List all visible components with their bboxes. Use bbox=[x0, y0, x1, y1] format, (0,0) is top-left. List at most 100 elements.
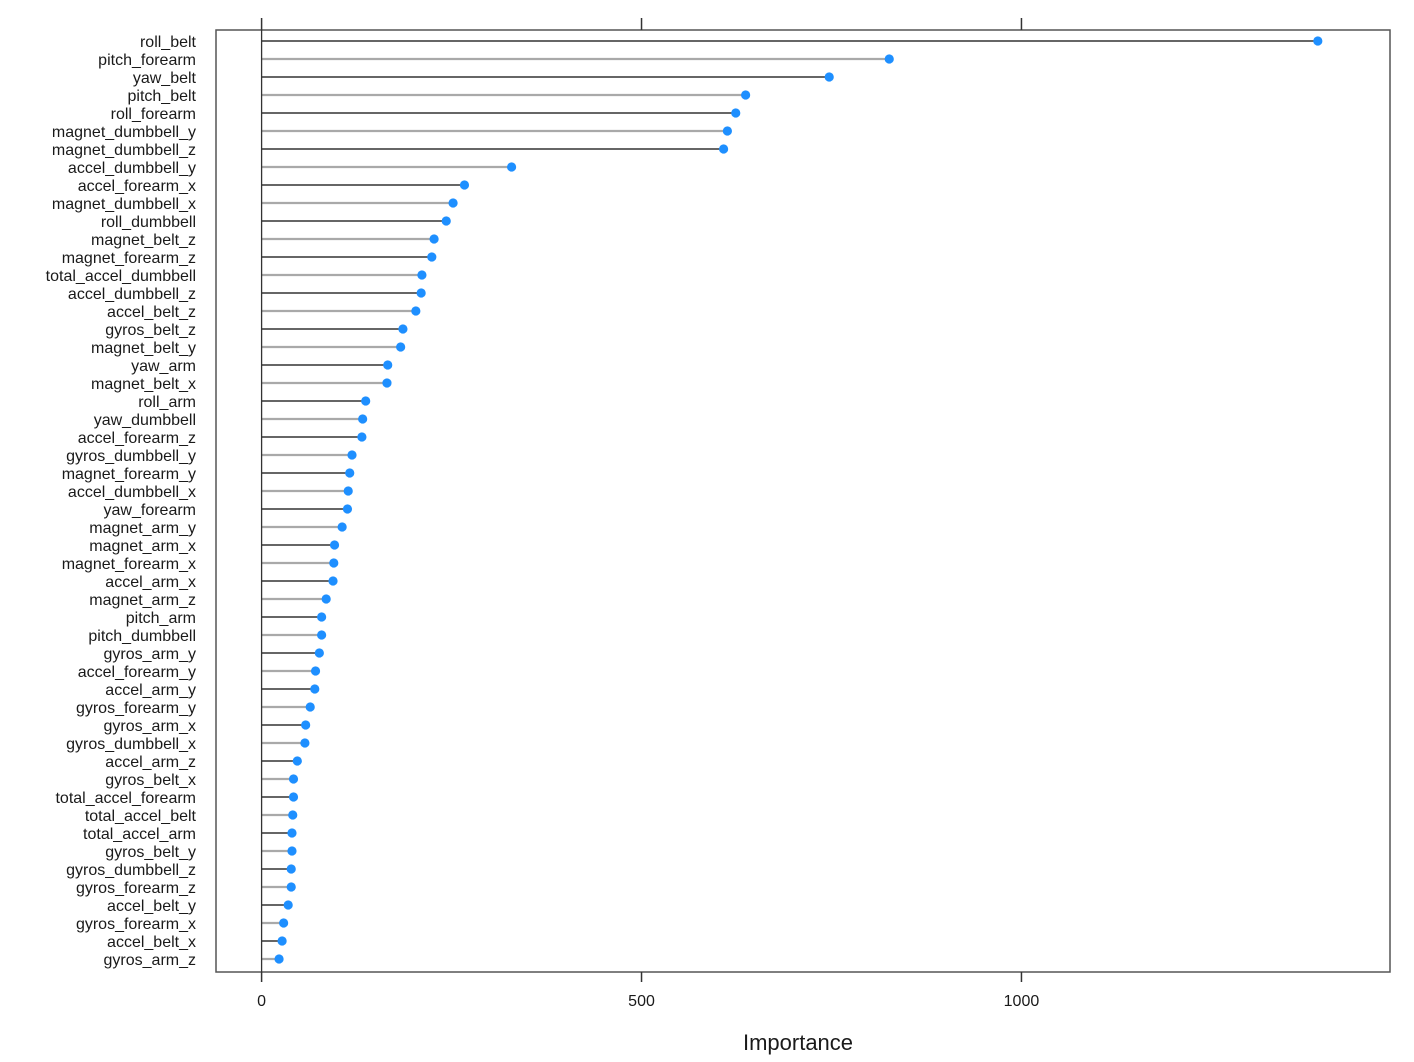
point-yaw_forearm bbox=[342, 504, 353, 514]
point-magnet_belt_x bbox=[382, 378, 392, 388]
x-tick-label-2: 1000 bbox=[1004, 993, 1040, 1010]
point-gyros_forearm_x bbox=[279, 918, 289, 928]
point-yaw_arm bbox=[383, 360, 393, 370]
point-total_accel_forearm bbox=[288, 792, 299, 802]
point-gyros_arm_z bbox=[274, 954, 284, 964]
point-accel_arm_y bbox=[310, 684, 320, 694]
category-label-accel_belt_x: accel_belt_x bbox=[107, 934, 196, 951]
point-accel_arm_z bbox=[292, 756, 302, 766]
point-accel_dumbbell_z bbox=[416, 288, 426, 298]
category-label-accel_forearm_y: accel_forearm_y bbox=[78, 664, 196, 681]
point-accel_forearm_x bbox=[459, 180, 470, 190]
point-magnet_forearm_y bbox=[345, 468, 355, 478]
category-label-gyros_dumbbell_y: gyros_dumbbell_y bbox=[66, 448, 196, 465]
point-gyros_belt_z bbox=[398, 324, 408, 334]
point-gyros_arm_x bbox=[301, 720, 311, 730]
bottom-axis-ticks: 0 500 1000 bbox=[257, 972, 1039, 1010]
category-label-magnet_forearm_z: magnet_forearm_z bbox=[62, 250, 196, 267]
category-label-yaw_arm: yaw_arm bbox=[131, 358, 196, 375]
category-label-magnet_forearm_x: magnet_forearm_x bbox=[62, 556, 196, 573]
category-label-magnet_dumbbell_x: magnet_dumbbell_x bbox=[52, 196, 196, 213]
category-label-accel_forearm_z: accel_forearm_z bbox=[78, 430, 196, 447]
category-label-gyros_belt_x: gyros_belt_x bbox=[105, 772, 196, 789]
point-accel_arm_x bbox=[328, 576, 338, 586]
category-label-accel_arm_x: accel_arm_x bbox=[105, 574, 196, 591]
point-roll_arm bbox=[361, 396, 371, 406]
point-magnet_dumbbell_z bbox=[718, 144, 729, 154]
category-label-pitch_belt: pitch_belt bbox=[128, 88, 197, 105]
category-label-total_accel_forearm: total_accel_forearm bbox=[55, 790, 196, 807]
category-label-roll_arm: roll_arm bbox=[138, 394, 196, 411]
point-gyros_forearm_y bbox=[305, 702, 315, 712]
point-total_accel_arm bbox=[287, 828, 297, 838]
category-label-accel_arm_y: accel_arm_y bbox=[105, 682, 196, 699]
category-label-gyros_forearm_y: gyros_forearm_y bbox=[76, 700, 196, 717]
point-accel_dumbbell_x bbox=[343, 486, 353, 496]
category-label-magnet_dumbbell_z: magnet_dumbbell_z bbox=[52, 142, 196, 159]
point-magnet_dumbbell_x bbox=[448, 198, 458, 208]
point-gyros_dumbbell_y bbox=[347, 450, 357, 460]
category-label-roll_forearm: roll_forearm bbox=[111, 106, 196, 123]
category-label-roll_dumbbell: roll_dumbbell bbox=[101, 214, 196, 231]
point-magnet_dumbbell_y bbox=[722, 126, 732, 136]
x-axis-title: Importance bbox=[743, 1030, 853, 1055]
category-label-gyros_arm_y: gyros_arm_y bbox=[104, 646, 196, 663]
point-magnet_arm_y bbox=[337, 522, 347, 532]
point-accel_belt_y bbox=[283, 900, 293, 910]
x-tick-label-1: 500 bbox=[628, 993, 655, 1010]
category-label-gyros_dumbbell_z: gyros_dumbbell_z bbox=[66, 862, 196, 879]
category-label-gyros_belt_z: gyros_belt_z bbox=[105, 322, 196, 339]
point-magnet_forearm_x bbox=[329, 558, 339, 568]
category-label-pitch_forearm: pitch_forearm bbox=[98, 52, 196, 69]
category-label-yaw_belt: yaw_belt bbox=[133, 70, 197, 87]
category-label-accel_dumbbell_x: accel_dumbbell_x bbox=[68, 484, 196, 501]
point-pitch_dumbbell bbox=[317, 630, 327, 640]
point-gyros_forearm_z bbox=[286, 882, 296, 892]
category-label-roll_belt: roll_belt bbox=[140, 34, 197, 51]
category-label-yaw_dumbbell: yaw_dumbbell bbox=[94, 412, 196, 429]
top-axis-ticks bbox=[260, 18, 1023, 30]
category-label-magnet_belt_y: magnet_belt_y bbox=[91, 340, 196, 357]
category-label-gyros_arm_x: gyros_arm_x bbox=[104, 718, 196, 735]
category-label-pitch_dumbbell: pitch_dumbbell bbox=[88, 628, 196, 645]
point-pitch_belt bbox=[741, 90, 751, 100]
category-label-gyros_arm_z: gyros_arm_z bbox=[104, 952, 196, 969]
category-label-pitch_arm: pitch_arm bbox=[126, 610, 196, 627]
point-accel_forearm_z bbox=[357, 432, 367, 442]
category-label-magnet_arm_z: magnet_arm_z bbox=[89, 592, 196, 609]
x-tick-label-0: 0 bbox=[257, 993, 266, 1010]
point-accel_dumbbell_y bbox=[506, 162, 517, 172]
category-label-total_accel_belt: total_accel_belt bbox=[85, 808, 197, 825]
point-gyros_belt_y bbox=[287, 846, 297, 856]
point-yaw_dumbbell bbox=[358, 414, 368, 424]
point-total_accel_belt bbox=[288, 810, 298, 820]
category-label-accel_arm_z: accel_arm_z bbox=[105, 754, 196, 771]
category-label-accel_belt_z: accel_belt_z bbox=[107, 304, 196, 321]
point-magnet_belt_y bbox=[396, 342, 406, 352]
point-magnet_forearm_z bbox=[427, 252, 437, 262]
category-label-magnet_dumbbell_y: magnet_dumbbell_y bbox=[52, 124, 196, 141]
point-yaw_belt bbox=[824, 72, 834, 82]
category-label-accel_dumbbell_z: accel_dumbbell_z bbox=[68, 286, 196, 303]
point-roll_belt bbox=[1313, 36, 1323, 46]
point-accel_forearm_y bbox=[310, 666, 321, 676]
category-label-magnet_forearm_y: magnet_forearm_y bbox=[62, 466, 196, 483]
point-magnet_arm_x bbox=[329, 540, 340, 550]
point-gyros_dumbbell_z bbox=[286, 864, 296, 874]
category-label-accel_dumbbell_y: accel_dumbbell_y bbox=[68, 160, 196, 177]
category-label-gyros_dumbbell_x: gyros_dumbbell_x bbox=[66, 736, 196, 753]
category-label-magnet_arm_x: magnet_arm_x bbox=[89, 538, 196, 555]
category-label-total_accel_dumbbell: total_accel_dumbbell bbox=[46, 268, 196, 285]
category-label-yaw_forearm: yaw_forearm bbox=[104, 502, 196, 519]
importance-marks: roll_beltpitch_forearmyaw_beltpitch_belt… bbox=[46, 30, 1323, 972]
point-accel_belt_z bbox=[411, 306, 421, 316]
point-gyros_belt_x bbox=[288, 774, 299, 784]
point-gyros_arm_y bbox=[314, 648, 324, 658]
plot-frame bbox=[215, 29, 1391, 973]
category-label-magnet_arm_y: magnet_arm_y bbox=[89, 520, 196, 537]
category-label-accel_belt_y: accel_belt_y bbox=[107, 898, 196, 915]
point-gyros_dumbbell_x bbox=[300, 738, 310, 748]
point-roll_forearm bbox=[731, 108, 741, 118]
point-magnet_belt_z bbox=[429, 234, 439, 244]
